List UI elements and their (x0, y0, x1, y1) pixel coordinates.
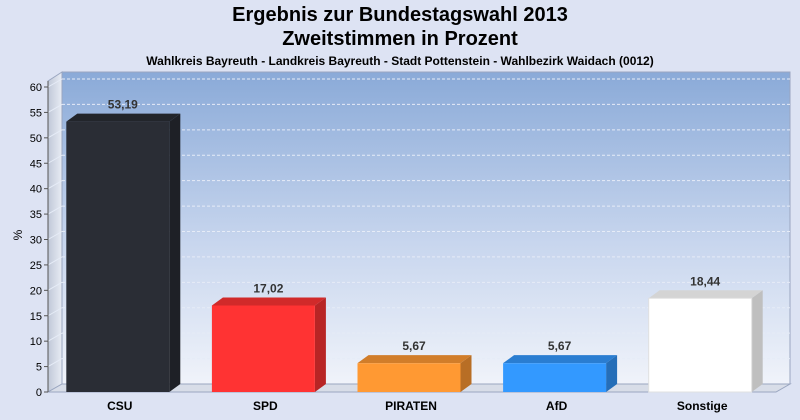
y-tick-label: 60 (30, 82, 42, 94)
data-label: 18,44 (690, 274, 720, 288)
bar-top (66, 113, 181, 122)
chart-title: Ergebnis zur Bundestagswahl 2013 (232, 4, 568, 26)
y-tick-label: 55 (30, 107, 42, 119)
gridline-side (47, 256, 63, 266)
data-label: 5,67 (548, 339, 572, 353)
bar-side (606, 355, 618, 392)
bar (357, 363, 461, 392)
data-label: 5,67 (402, 339, 426, 353)
bar-top (503, 355, 618, 364)
plot-side-wall (47, 71, 63, 393)
data-label: 53,19 (108, 98, 138, 112)
y-tick-label: 45 (30, 158, 42, 170)
y-tick-label: 40 (30, 184, 42, 196)
y-tick-label: 0 (36, 387, 42, 399)
bar-side (169, 113, 181, 393)
bar (648, 297, 753, 393)
y-tick-label: 50 (30, 133, 42, 145)
gridline-side (47, 358, 63, 368)
bar (503, 363, 607, 392)
bar-side (751, 290, 763, 392)
bar (211, 305, 315, 392)
y-tick-label: 25 (30, 260, 42, 272)
gridline-side (47, 205, 63, 215)
y-tick-label: 10 (30, 336, 42, 348)
x-tick-label: CSU (107, 399, 132, 413)
data-label: 17,02 (253, 281, 283, 295)
x-tick-label: PIRATEN (385, 399, 437, 413)
gridline-side (47, 332, 63, 342)
chart-subtitle: Zweitstimmen in Prozent (282, 28, 518, 50)
y-tick-label: 15 (30, 311, 42, 323)
gridline-side (47, 103, 63, 113)
bar-top (211, 297, 326, 306)
y-tick-label: 20 (30, 285, 42, 297)
y-tick-label: 5 (36, 362, 42, 374)
gridline-side (47, 281, 63, 291)
y-axis-title: % (11, 229, 25, 240)
bar (66, 121, 170, 393)
x-tick-label: Sonstige (677, 399, 728, 413)
gridline-side (47, 231, 63, 240)
gridline-side (47, 78, 63, 88)
x-tick-label: AfD (546, 399, 568, 413)
chart-caption: Wahlkreis Bayreuth - Landkreis Bayreuth … (146, 54, 654, 68)
y-tick-label: 35 (30, 209, 42, 221)
gridline-side (47, 307, 63, 317)
x-tick-label: SPD (253, 399, 278, 413)
bar-top (357, 355, 472, 364)
bar-side (314, 297, 326, 392)
gridline-side (47, 180, 63, 190)
y-tick-label: 30 (30, 235, 42, 247)
gridline-side (47, 154, 63, 164)
gridline-side (47, 129, 63, 139)
bar-side (460, 355, 472, 392)
bar-top (648, 290, 763, 299)
